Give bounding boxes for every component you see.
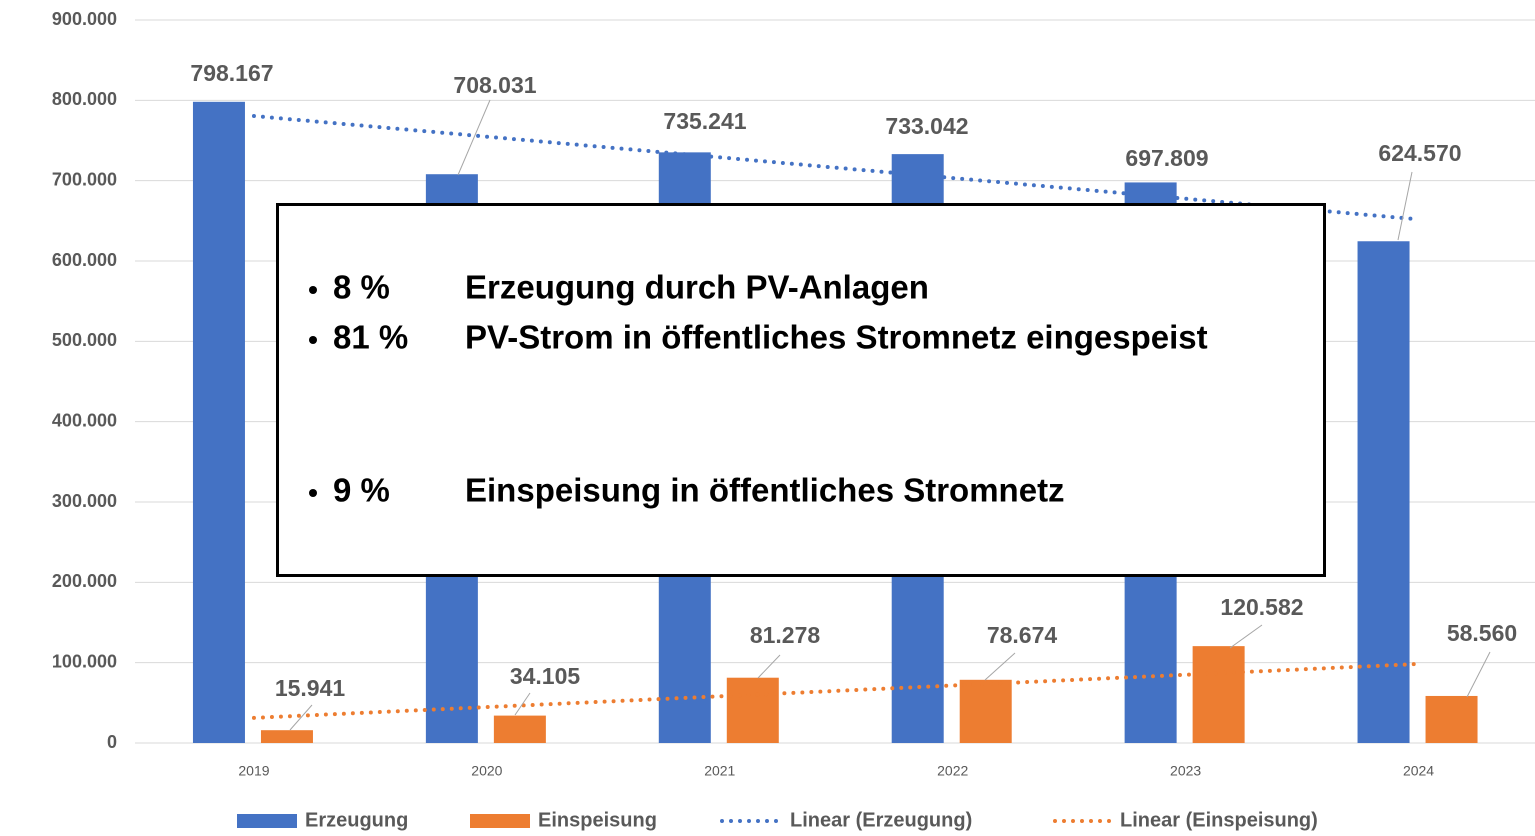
leader-line [457, 99, 491, 176]
legend-swatch [470, 814, 530, 828]
x-tick-label: 2024 [1403, 763, 1434, 779]
annotation-box [276, 203, 1326, 577]
annotation-text: PV-Strom in öffentliches Stromnetz einge… [465, 319, 1208, 356]
annotation-text: Erzeugung durch PV-Anlagen [465, 269, 929, 306]
x-tick-label: 2023 [1170, 763, 1201, 779]
leader-line [984, 652, 1016, 681]
y-tick-label: 600.000 [52, 250, 117, 270]
data-label: 34.105 [510, 663, 581, 689]
leader-line [1397, 171, 1413, 241]
data-label: 624.570 [1378, 140, 1461, 166]
bar [192, 101, 245, 743]
y-tick-label: 700.000 [52, 169, 117, 189]
y-tick-label: 300.000 [52, 491, 117, 511]
legend-label: Erzeugung [305, 809, 408, 831]
y-tick-label: 200.000 [52, 571, 117, 591]
bar [260, 730, 313, 743]
data-label: 697.809 [1125, 145, 1208, 171]
leader-line [757, 654, 781, 679]
trendline [251, 661, 1421, 720]
x-tick-label: 2022 [937, 763, 968, 779]
bar [1425, 695, 1478, 743]
data-label: 58.560 [1447, 620, 1517, 646]
bullet [309, 489, 317, 497]
data-label: 81.278 [750, 622, 821, 648]
annotation-pct: 81 % [333, 319, 408, 356]
legend-label: Linear (Einspeisung) [1120, 809, 1318, 831]
data-label: 120.582 [1220, 594, 1303, 620]
x-tick-label: 2019 [238, 763, 269, 779]
data-label: 78.674 [987, 622, 1058, 648]
bar [493, 715, 546, 743]
legend-label: Linear (Erzeugung) [790, 809, 972, 831]
x-tick-label: 2020 [471, 763, 502, 779]
leader-line [1466, 651, 1491, 698]
leader-line [514, 692, 531, 716]
data-label: 15.941 [275, 675, 346, 701]
bar [726, 677, 779, 743]
bullet [309, 286, 317, 294]
annotation-pct: 8 % [333, 269, 390, 306]
trendline [251, 114, 1421, 222]
bar [1357, 241, 1410, 744]
y-tick-label: 800.000 [52, 89, 117, 109]
annotation-text: Einspeisung in öffentliches Stromnetz [465, 472, 1065, 509]
y-tick-label: 400.000 [52, 410, 117, 430]
bar [959, 679, 1012, 743]
leader-line [289, 704, 313, 731]
y-tick-label: 900.000 [52, 9, 117, 29]
y-tick-label: 500.000 [52, 330, 117, 350]
legend-swatch [237, 814, 297, 828]
legend-label: Einspeisung [538, 809, 657, 831]
legend: Erzeugung Einspeisung Linear (Erzeugung) Li… [237, 809, 1318, 831]
data-label: 708.031 [453, 72, 536, 98]
data-label: 735.241 [663, 108, 746, 134]
data-label: 733.042 [885, 113, 968, 139]
annotation-pct: 9 % [333, 472, 390, 509]
y-tick-label: 0 [107, 732, 117, 752]
data-label: 798.167 [190, 60, 273, 86]
y-tick-label: 100.000 [52, 651, 117, 671]
x-tick-label: 2021 [704, 763, 735, 779]
leader-line [1229, 624, 1263, 649]
bar [1192, 646, 1245, 743]
bullet [309, 336, 317, 344]
